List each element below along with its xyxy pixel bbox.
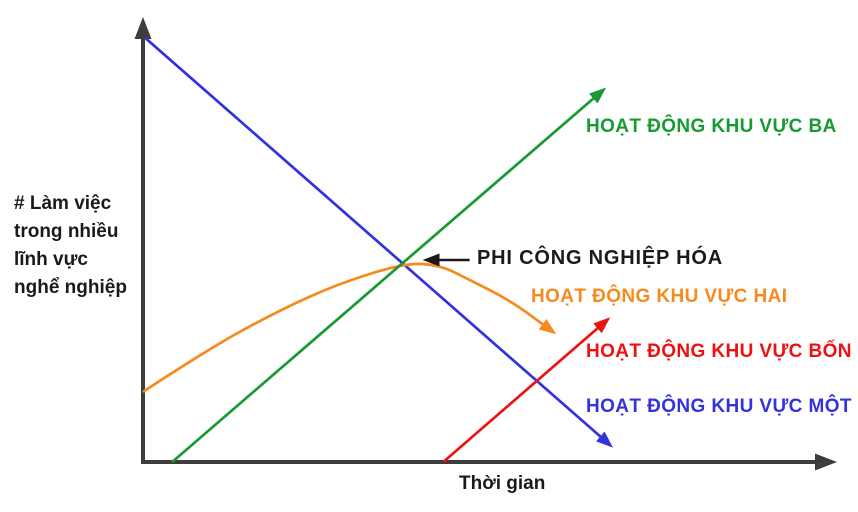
label-sector-three: HOẠT ĐỘNG KHU VỰC BA [586,116,837,137]
label-sector-one: HOẠT ĐỘNG KHU VỰC MỘT [586,396,852,417]
label-sector-four: HOẠT ĐỘNG KHU VỰC BỐN [586,341,852,362]
series-line-sector-one [144,36,614,448]
y-axis-label-line: trong nhiều [14,221,119,242]
label-sector-two: HOẠT ĐỘNG KHU VỰC HAI [531,286,788,307]
series-line-sector-two [142,262,557,393]
y-axis-label-line: # Làm việc [14,193,112,214]
y-axis-label-line: nghể nghiệp [14,277,127,298]
y-axis-label-line: lĩnh vực [14,249,88,270]
series-line-sector-four [442,317,611,464]
deindustrialization-annotation: PHI CÔNG NGHIỆP HÓA [477,247,723,269]
x-axis-label: Thời gian [459,473,546,494]
y-axis-label: # Làm việc trong nhiều lĩnh vực nghể ngh… [14,190,127,302]
series-line-sector-three [171,87,607,464]
